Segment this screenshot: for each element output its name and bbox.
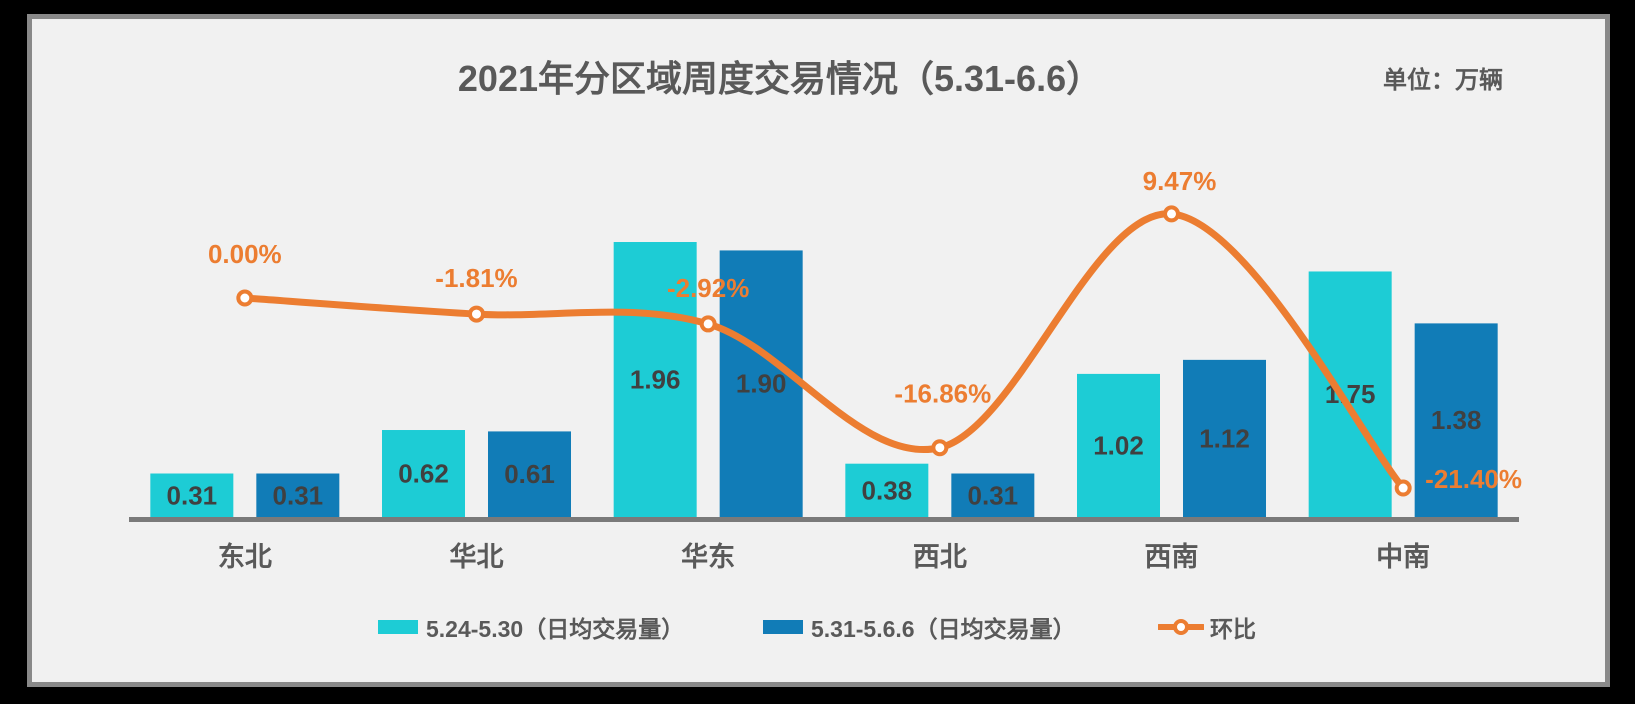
bar-blue-1: [488, 431, 571, 517]
chart-legend: 5.24-5.30（日均交易量） 5.31-5.6.6（日均交易量） 环比: [0, 613, 1635, 643]
legend-label-week2: 5.31-5.6.6（日均交易量）: [811, 616, 1076, 642]
bar-cyan-1: [382, 430, 465, 517]
legend-label-ratio: 环比: [1210, 616, 1256, 642]
bar-blue-3: [951, 473, 1035, 517]
x-axis-label: 东北: [218, 541, 272, 572]
line-marker-icon: [1158, 619, 1204, 635]
x-axis-label: 华东: [681, 541, 735, 572]
bar-value-label: 0.31: [273, 480, 324, 510]
pct-label: -21.40%: [1425, 464, 1522, 494]
legend-item-week1: 5.24-5.30（日均交易量）: [378, 613, 685, 642]
bar-value-label: 0.62: [398, 459, 449, 489]
bar-value-label: 1.90: [736, 369, 787, 399]
bar-value-label: 0.31: [167, 480, 218, 510]
pct-label: 0.00%: [208, 239, 282, 269]
bar-blue-5: [1414, 323, 1498, 517]
bar-cyan-5: [1308, 271, 1392, 517]
x-axis-label: 中南: [1376, 542, 1430, 572]
x-axis-label: 华北: [450, 541, 504, 572]
legend-item-ratio: 环比: [1158, 613, 1256, 642]
chart-title: 2021年分区域周度交易情况（5.31-6.6）: [457, 58, 1103, 99]
line-point-marker: [1394, 479, 1412, 497]
unit-label: 单位：万辆: [1383, 67, 1503, 94]
bar-value-label: 0.38: [862, 475, 913, 505]
bar-cyan-2: [613, 242, 697, 517]
legend-item-week2: 5.31-5.6.6（日均交易量）: [763, 613, 1076, 642]
bar-cyan-4: [1077, 373, 1160, 517]
pct-label: -2.92%: [667, 273, 749, 303]
line-point-marker: [699, 315, 717, 333]
line-point-marker: [236, 289, 254, 307]
bar-blue-4: [1183, 359, 1266, 517]
bar-blue-0: [256, 473, 340, 517]
pct-label: -16.86%: [894, 379, 991, 409]
x-axis-label: 西南: [1145, 542, 1199, 572]
bar-value-label: 1.02: [1093, 430, 1144, 460]
bar-cyan-0: [150, 473, 234, 517]
x-axis-line: [129, 517, 1519, 522]
bar-value-label: 1.38: [1431, 405, 1482, 435]
cyan-swatch-icon: [378, 620, 418, 634]
blue-swatch-icon: [763, 620, 803, 634]
bar-value-label: 1.96: [630, 365, 681, 395]
legend-label-week1: 5.24-5.30（日均交易量）: [426, 616, 685, 642]
bar-value-label: 1.12: [1199, 423, 1250, 453]
line-point-marker: [468, 305, 485, 323]
pct-label: -1.81%: [435, 263, 517, 293]
pct-label: 9.47%: [1143, 166, 1217, 196]
bar-value-label: 0.61: [504, 459, 555, 489]
bar-value-label: 0.31: [968, 480, 1019, 510]
x-axis-label: 西北: [913, 542, 967, 572]
bar-cyan-3: [845, 463, 929, 517]
line-point-marker: [931, 439, 949, 457]
line-point-marker: [1163, 205, 1180, 223]
bar-blue-2: [719, 250, 803, 517]
